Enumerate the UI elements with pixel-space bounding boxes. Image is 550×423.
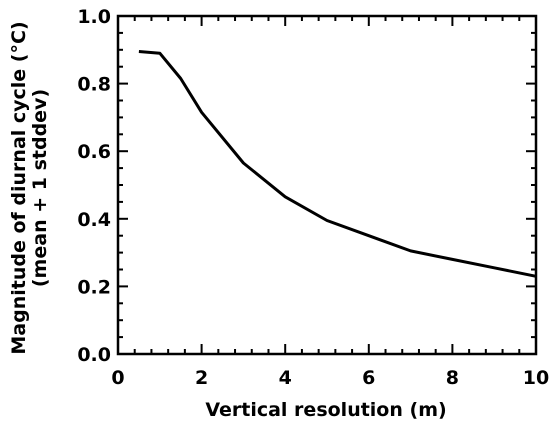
y-axis-label-line2: (mean + 1 stddev): [29, 89, 51, 287]
y-axis-label-line1: Magnitude of diurnal cycle (°C): [8, 21, 30, 354]
y-tick-label: 1.0: [77, 6, 111, 28]
y-tick-label: 0.0: [77, 344, 111, 366]
axis-ticks: [117, 15, 537, 355]
x-tick-label: 6: [362, 367, 375, 389]
y-tick-label: 0.2: [77, 276, 111, 298]
series-line: [138, 50, 537, 278]
y-tick-label: 0.6: [77, 141, 111, 163]
series-layer: [138, 50, 537, 278]
plot-frame: [116, 14, 538, 356]
x-tick-label: 2: [195, 367, 208, 389]
y-tick-labels: 0.0 0.2 0.4 0.6 0.8 1.0: [77, 6, 111, 366]
x-tick-label: 0: [111, 367, 124, 389]
y-tick-label: 0.4: [77, 209, 111, 231]
plot-area: [116, 14, 538, 356]
y-tick-label: 0.8: [77, 74, 111, 96]
x-tick-label: 8: [446, 367, 459, 389]
x-tick-labels: 0 2 4 6 8 10: [111, 367, 549, 389]
x-axis-label: Vertical resolution (m): [205, 399, 446, 421]
x-tick-label: 4: [279, 367, 292, 389]
x-tick-label: 10: [523, 367, 549, 389]
